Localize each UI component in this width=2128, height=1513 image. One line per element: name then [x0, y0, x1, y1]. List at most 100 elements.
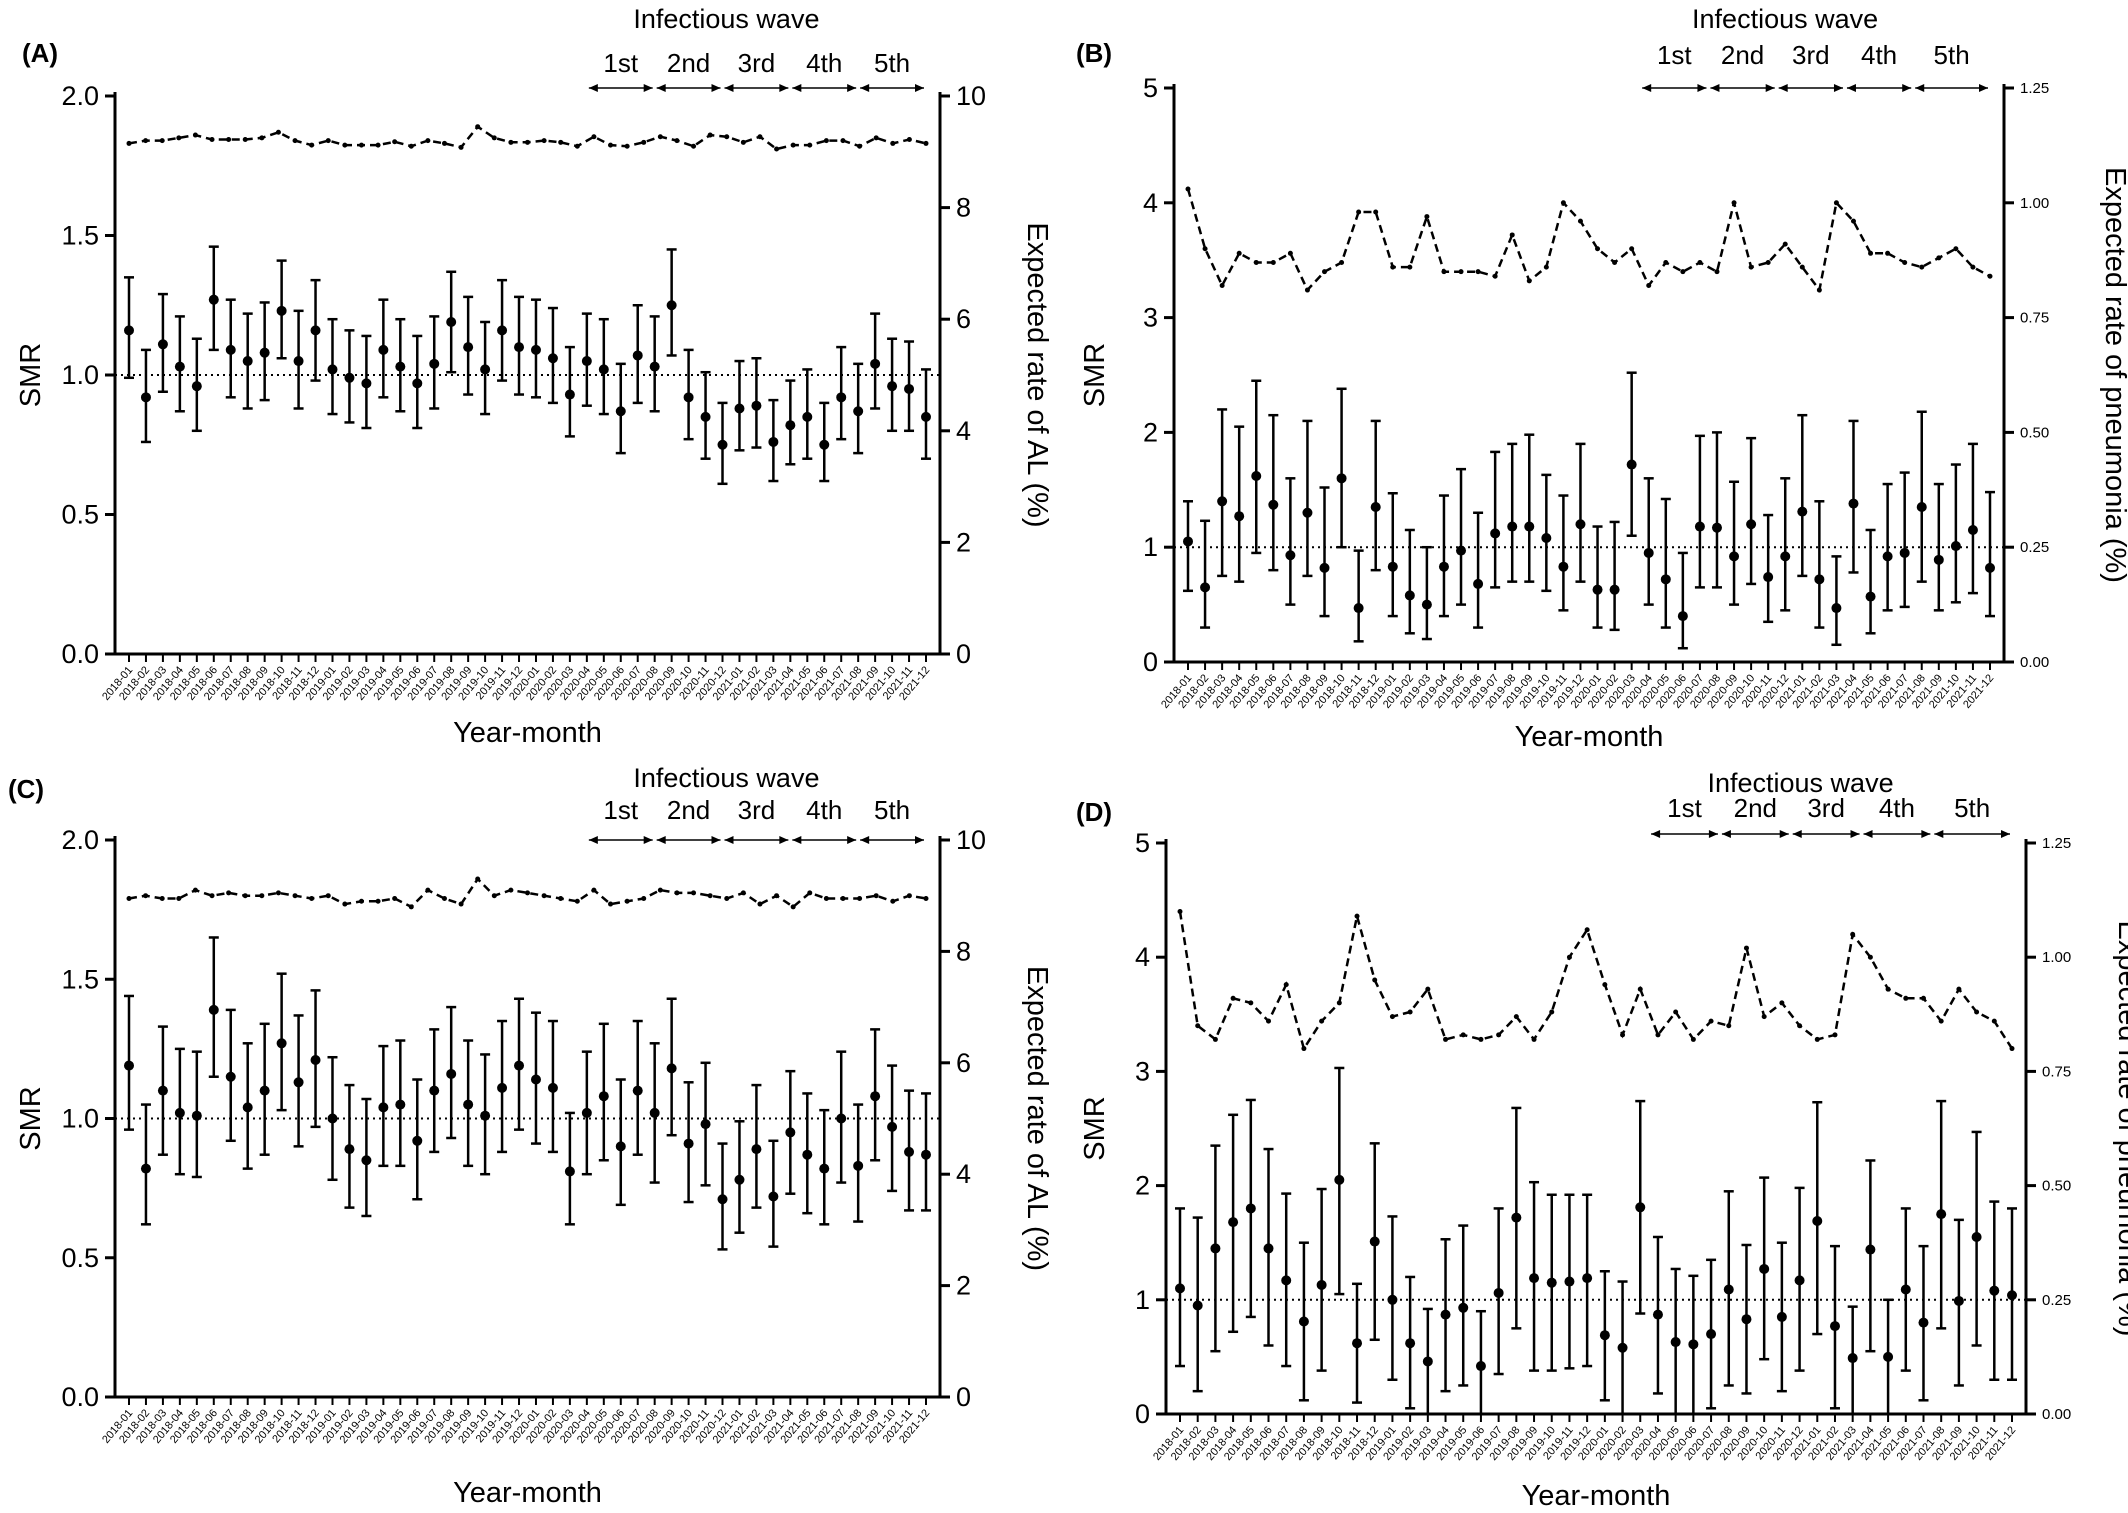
expected-rate-point	[774, 893, 780, 899]
expected-rate-point	[1584, 927, 1590, 933]
expected-rate-point	[757, 134, 763, 140]
smr-point	[1183, 536, 1193, 547]
smr-point	[1200, 582, 1211, 593]
smr-point	[276, 305, 287, 316]
y-tick-label: 3	[1143, 303, 1158, 333]
expected-rate-point	[790, 904, 796, 910]
smr-point	[1285, 550, 1296, 561]
smr-point	[1175, 1283, 1185, 1294]
expected-rate-point	[1425, 986, 1431, 992]
expected-rate-point	[242, 137, 248, 143]
y2-tick-label: 0.00	[2042, 1406, 2071, 1423]
expected-rate-point	[890, 140, 896, 146]
smr-point	[1302, 507, 1313, 518]
expected-rate-point	[1543, 264, 1549, 270]
expected-rate-point	[259, 893, 265, 899]
expected-rate-point	[1885, 986, 1891, 992]
smr-point	[1440, 1309, 1451, 1320]
y-tick-label: 0.0	[61, 1382, 99, 1412]
expected-rate-point	[1726, 1023, 1732, 1029]
panel-d-chart: (D)0123450.000.250.500.751.001.252018-01…	[1076, 768, 2128, 1512]
expected-rate-point	[1850, 218, 1856, 224]
wave-label: 4th	[806, 48, 842, 78]
expected-rate-point	[724, 895, 730, 901]
smr-point	[463, 342, 474, 353]
smr-point	[1458, 1302, 1469, 1313]
y-axis-title: SMR	[15, 1086, 47, 1150]
expected-rate-point	[1526, 278, 1532, 284]
wave-label: 4th	[1861, 40, 1897, 70]
y-tick-label: 1.0	[61, 1104, 99, 1134]
expected-rate-point	[375, 898, 381, 904]
expected-rate-point	[176, 135, 182, 141]
y2-tick-label: 1.25	[2042, 835, 2071, 852]
expected-rate-point	[1301, 1046, 1307, 1052]
y-tick-label: 0	[1143, 647, 1158, 677]
expected-rate-point	[1441, 269, 1447, 275]
expected-rate-point	[508, 887, 514, 893]
expected-rate-point	[1509, 232, 1515, 238]
expected-rate-point	[840, 138, 846, 144]
wave-arrowhead-left	[724, 836, 734, 844]
y2-tick-label: 0	[956, 639, 971, 669]
smr-point	[124, 1060, 134, 1071]
expected-rate-point	[558, 895, 564, 901]
expected-rate-point	[1372, 977, 1378, 983]
expected-rate-point	[2009, 1046, 2015, 1052]
expected-rate-point	[309, 895, 315, 901]
expected-rate-point	[1424, 214, 1430, 220]
wave-arrowhead-right	[1902, 84, 1912, 92]
expected-rate-point	[1690, 1036, 1696, 1042]
expected-rate-point	[740, 890, 746, 896]
smr-point	[768, 1191, 779, 1202]
smr-point	[429, 1085, 440, 1096]
smr-point	[1234, 511, 1245, 522]
smr-point	[1281, 1275, 1292, 1286]
wave-arrowhead-right	[1697, 84, 1707, 92]
smr-point	[1711, 522, 1722, 533]
smr-point	[581, 1107, 592, 1118]
expected-rate-point	[1850, 931, 1856, 937]
wave-label: 4th	[806, 795, 842, 825]
wave-title: Infectious wave	[1707, 768, 1893, 798]
y-tick-label: 1.0	[61, 360, 99, 390]
wave-arrowhead-left	[1721, 830, 1731, 838]
expected-rate-point	[126, 895, 132, 901]
smr-point	[1192, 1300, 1203, 1311]
expected-rate-point	[1492, 273, 1498, 279]
smr-point	[717, 439, 728, 450]
smr-point	[344, 1144, 355, 1155]
expected-rate-point	[491, 893, 497, 899]
y2-tick-label: 1.00	[2042, 949, 2071, 966]
smr-point	[1575, 519, 1586, 530]
smr-point	[1780, 551, 1791, 562]
smr-point	[564, 1166, 575, 1177]
expected-rate-point	[1731, 200, 1737, 206]
smr-point	[836, 392, 847, 403]
x-axis-title: Year-month	[1515, 721, 1664, 753]
expected-rate-point	[1761, 1014, 1767, 1020]
x-axis-title: Year-month	[453, 717, 602, 749]
smr-point	[615, 1141, 626, 1152]
smr-point	[497, 1082, 508, 1093]
smr-point	[1899, 547, 1910, 558]
smr-point	[751, 1144, 762, 1155]
expected-rate-line	[1186, 188, 1991, 294]
wave-arrowhead-left	[1863, 830, 1873, 838]
smr-point	[632, 1085, 643, 1096]
expected-rate-point	[906, 137, 912, 143]
expected-rate-point	[342, 901, 348, 907]
smr-point	[666, 1063, 677, 1074]
expected-rate-point	[375, 142, 381, 148]
smr-point	[751, 400, 762, 411]
smr-point	[904, 383, 915, 394]
wave-arrowhead-right	[1833, 84, 1843, 92]
expected-rate-point	[358, 898, 364, 904]
wave-arrowhead-right	[1765, 84, 1775, 92]
y2-tick-label: 0.50	[2042, 1178, 2071, 1195]
expected-rate-point	[1708, 1018, 1714, 1024]
smr-point	[853, 406, 864, 417]
expected-rate-point	[923, 140, 929, 146]
y2-tick-label: 2	[956, 527, 971, 557]
y2-tick-label: 0.75	[2042, 1063, 2071, 1080]
